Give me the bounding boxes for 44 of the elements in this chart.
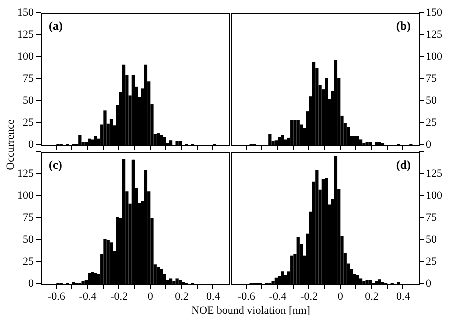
- y-tick-label: 0: [426, 278, 432, 290]
- y-tick-label: 75: [426, 212, 438, 224]
- y-tick-label: 150: [18, 7, 34, 19]
- x-axis-title: NOE bound violation [nm]: [192, 305, 310, 317]
- text: (c): [49, 158, 62, 172]
- y-tick-label: 125: [426, 168, 443, 180]
- x-tick-label: -0.6: [48, 291, 66, 303]
- y-tick-label: 25: [23, 117, 34, 129]
- x-tick-label: 0.4: [396, 291, 411, 303]
- y-tick-label: 25: [426, 117, 438, 129]
- y-tick-label: 100: [18, 51, 34, 63]
- y-tick-label: 0: [426, 139, 432, 151]
- y-tick-label: 50: [23, 234, 34, 246]
- y-tick-label: 25: [23, 256, 34, 268]
- y-tick-label: 125: [18, 168, 34, 180]
- y-tick-label: 75: [23, 73, 34, 85]
- x-tick-label: -0.4: [79, 291, 98, 303]
- y-axis-title: Occurrence: [5, 120, 17, 170]
- x-tick-label: -0.2: [110, 291, 128, 303]
- text: (b): [396, 19, 411, 33]
- y-tick-label: 125: [426, 29, 443, 41]
- x-tick-label: 0.2: [175, 291, 189, 303]
- y-tick-label: 100: [426, 190, 443, 202]
- y-tick-label: 50: [23, 95, 34, 107]
- x-tick-label: -0.6: [238, 291, 256, 303]
- x-tick-label: 0.2: [365, 291, 379, 303]
- y-tick-label: 125: [18, 29, 34, 41]
- text: (a): [49, 19, 63, 33]
- y-tick-label: 100: [18, 190, 34, 202]
- y-tick-label: 150: [426, 7, 443, 19]
- text: (d): [396, 158, 411, 172]
- y-tick-label: 50: [426, 95, 438, 107]
- y-tick-label: 100: [426, 51, 443, 63]
- y-tick-label: 0: [28, 139, 34, 151]
- y-tick-label: 75: [23, 212, 34, 224]
- x-tick-label: 0: [338, 291, 344, 303]
- y-tick-label: 25: [426, 256, 438, 268]
- x-tick-label: 0.4: [206, 291, 221, 303]
- y-tick-label: 50: [426, 234, 438, 246]
- x-tick-label: 0: [148, 291, 154, 303]
- y-tick-label: 0: [28, 278, 34, 290]
- x-tick-label: -0.2: [300, 291, 318, 303]
- y-tick-label: 75: [426, 73, 438, 85]
- x-tick-label: -0.4: [269, 291, 288, 303]
